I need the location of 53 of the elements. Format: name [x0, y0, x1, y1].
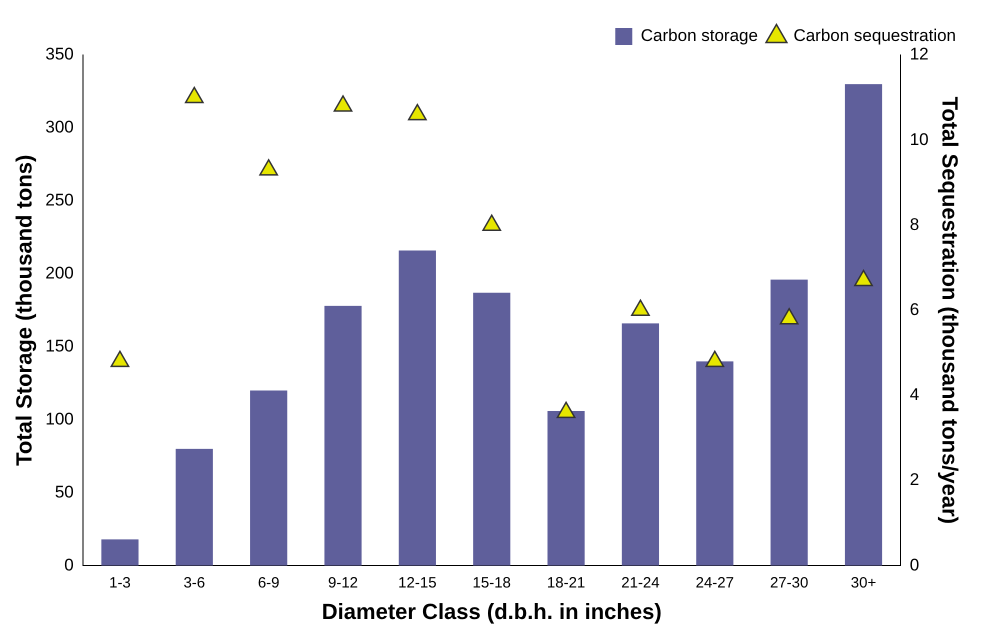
- x-tick-label: 9-12: [328, 574, 358, 592]
- point: [259, 159, 278, 176]
- y-tick-label: 0: [64, 555, 74, 574]
- x-tick-label: 21-24: [621, 574, 660, 592]
- point: [408, 104, 427, 120]
- x-tick-label: 24-27: [696, 574, 734, 592]
- bar: [844, 84, 882, 566]
- bar: [622, 323, 660, 566]
- bar: [696, 361, 734, 566]
- y-tick-label: 300: [45, 118, 74, 137]
- y-tick-label: 150: [45, 336, 74, 356]
- legend-label: Carbon storage: [640, 26, 758, 46]
- y-tick-label: 200: [45, 264, 74, 283]
- x-tick-label: 15-18: [472, 574, 511, 592]
- bar: [324, 306, 362, 566]
- x-axis-title: Diameter Class (d.b.h. in inches): [322, 598, 662, 624]
- x-tick-label: 12-15: [398, 574, 437, 592]
- y2-tick-label: 12: [910, 44, 929, 64]
- y-axis-title: Total Storage (thousand tons): [11, 154, 36, 466]
- y-tick-label: 100: [45, 409, 74, 428]
- legend-label: Carbon sequestration: [793, 26, 956, 46]
- y2-tick-label: 6: [910, 300, 920, 319]
- point: [334, 95, 352, 112]
- bar: [398, 250, 436, 566]
- bar: [547, 410, 585, 566]
- y2-tick-label: 8: [910, 214, 920, 234]
- bar: [770, 280, 808, 566]
- point: [184, 86, 204, 104]
- y2-tick-label: 2: [910, 470, 920, 490]
- y-tick-label: 350: [45, 44, 74, 64]
- point: [705, 350, 724, 368]
- bar: [176, 448, 213, 566]
- x-tick-label: 18-21: [546, 574, 586, 592]
- point: [556, 402, 576, 418]
- x-tick-label: 30+: [850, 574, 876, 592]
- x-tick-label: 6-9: [258, 574, 280, 592]
- y2-tick-label: 4: [910, 385, 920, 404]
- point: [110, 350, 130, 368]
- point: [780, 308, 799, 325]
- bar: [250, 390, 288, 566]
- bar: [473, 292, 510, 566]
- x-tick-label: 27-30: [770, 574, 808, 592]
- bar: [101, 539, 139, 566]
- y-tick-label: 250: [45, 190, 74, 210]
- point: [482, 214, 502, 231]
- point: [631, 300, 650, 316]
- x-tick-label: 1-3: [109, 574, 131, 592]
- y2-axis-title: Total Sequestration (thousand tons/year): [938, 96, 963, 524]
- y-tick-label: 50: [54, 482, 74, 502]
- y2-tick-label: 0: [910, 555, 920, 574]
- point: [854, 270, 873, 286]
- x-tick-label: 3-6: [183, 574, 206, 592]
- y2-tick-label: 10: [910, 130, 929, 149]
